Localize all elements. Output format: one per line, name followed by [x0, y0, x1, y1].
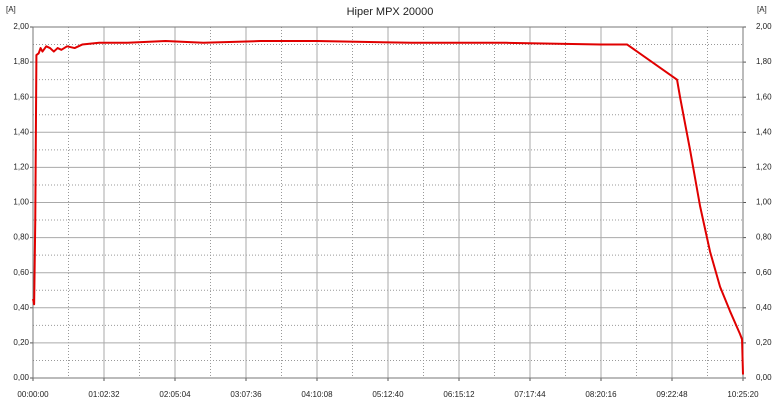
x-tick-label: 00:00:00: [17, 390, 49, 399]
y2-tick-label: 0,60: [756, 268, 772, 277]
y2-tick-label: 0,00: [756, 373, 772, 382]
y2-tick-label: 1,60: [756, 92, 772, 101]
y2-tick-label: 1,00: [756, 198, 772, 207]
y-tick-label: 0,20: [13, 338, 29, 347]
y2-tick-label: 0,20: [756, 338, 772, 347]
y-tick-label: 1,20: [13, 163, 29, 172]
x-tick-label: 05:12:40: [372, 390, 404, 399]
x-tick-label: 01:02:32: [88, 390, 120, 399]
y-tick-label: 1,40: [13, 127, 29, 136]
x-tick-label: 02:05:04: [159, 390, 191, 399]
x-tick-label: 03:07:36: [230, 390, 262, 399]
x-tick-label: 07:17:44: [514, 390, 546, 399]
x-tick-label: 09:22:48: [656, 390, 688, 399]
y2-tick-label: 1,40: [756, 127, 772, 136]
y2-tick-label: 0,80: [756, 233, 772, 242]
y-tick-label: 0,80: [13, 233, 29, 242]
data-line: [32, 40, 744, 375]
y-tick-label: 2,00: [13, 22, 29, 31]
y2-tick-label: 1,20: [756, 163, 772, 172]
x-tick-label: 08:20:16: [585, 390, 617, 399]
y-tick-label: 1,00: [13, 198, 29, 207]
y2-tick-label: 1,80: [756, 57, 772, 66]
x-tick-label: 06:15:12: [443, 390, 475, 399]
y2-axis-label: [A]: [757, 5, 767, 14]
y2-tick-label: 2,00: [756, 22, 772, 31]
y-axis-label: [A]: [6, 5, 16, 14]
y-tick-label: 0,60: [13, 268, 29, 277]
y2-tick-label: 0,40: [756, 303, 772, 312]
x-tick-label: 04:10:08: [301, 390, 333, 399]
y-tick-label: 0,00: [13, 373, 29, 382]
y-tick-label: 1,60: [13, 92, 29, 101]
chart-title: Hiper MPX 20000: [347, 6, 434, 18]
x-tick-label: 10:25:20: [727, 390, 759, 399]
y-tick-label: 1,80: [13, 57, 29, 66]
plot-frame: [32, 26, 744, 379]
y-tick-label: 0,40: [13, 303, 29, 312]
